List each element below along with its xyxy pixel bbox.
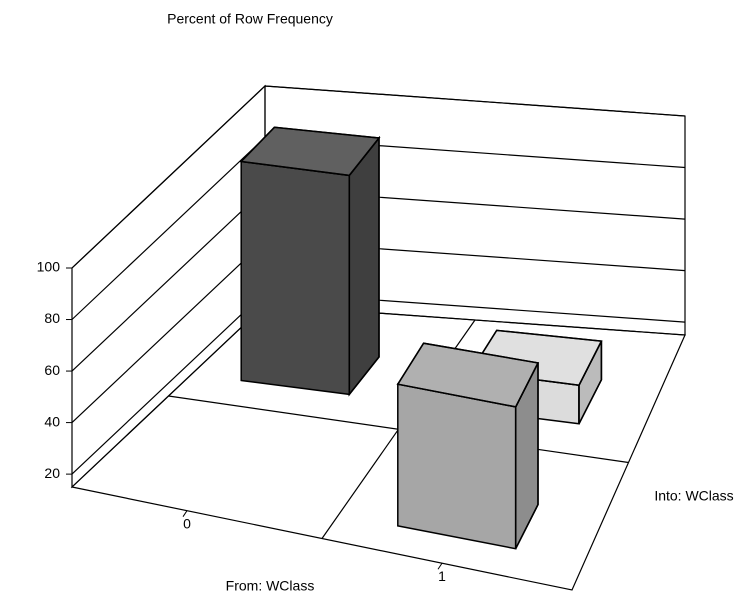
tick-mark <box>182 510 188 517</box>
bar <box>396 342 540 550</box>
y-tick-label: 100 <box>37 259 61 275</box>
bar-front <box>240 160 351 396</box>
z-axis-label: Into: WClass <box>654 488 733 504</box>
floor <box>70 304 686 591</box>
bar <box>239 126 381 397</box>
bar-side-shade <box>348 135 380 397</box>
x-tick-label: 0 <box>183 515 191 531</box>
y-tick-label: 40 <box>44 413 60 429</box>
left-wall <box>71 84 266 489</box>
x-axis-label: From: WClass <box>226 578 315 594</box>
chart-title: Percent of Row Frequency <box>167 11 333 27</box>
bar-top-shade <box>239 126 381 177</box>
grid-line <box>71 85 686 269</box>
y-tick-label: 20 <box>44 465 60 481</box>
y-tick-label: 60 <box>44 362 60 378</box>
bar-front <box>397 383 517 550</box>
bar-top-shade <box>396 342 540 408</box>
y-tick-label: 80 <box>44 310 60 326</box>
tick-mark <box>437 562 443 570</box>
x-tick-label: 1 <box>438 568 446 584</box>
